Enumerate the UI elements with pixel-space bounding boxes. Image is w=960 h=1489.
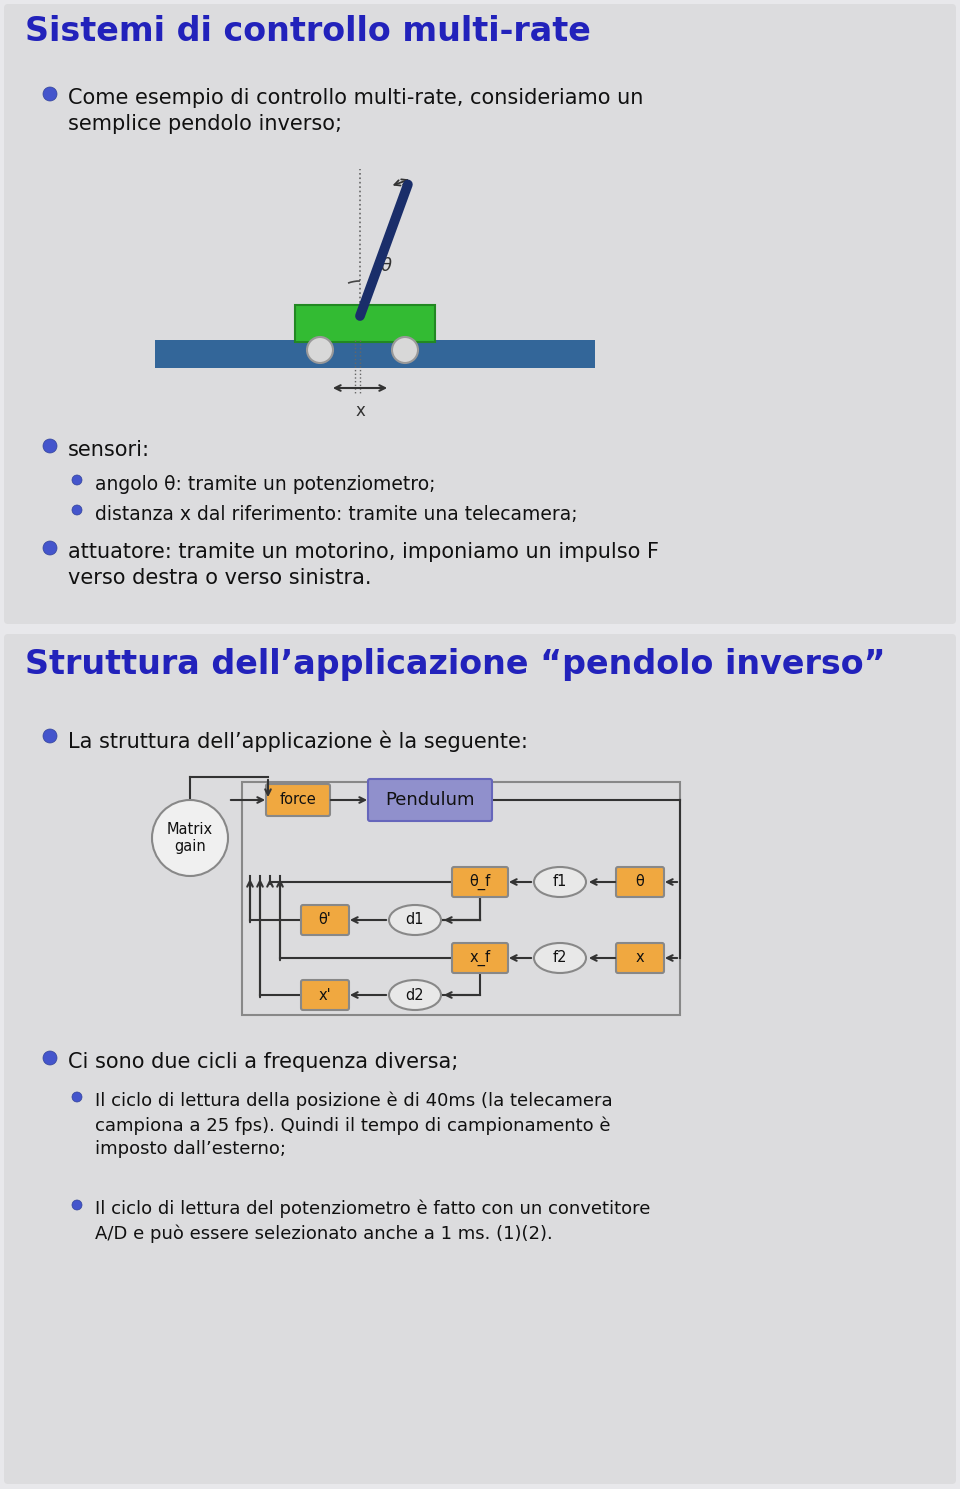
Text: attuatore: tramite un motorino, imponiamo un impulso F
verso destra o verso sini: attuatore: tramite un motorino, imponiam… bbox=[68, 542, 659, 588]
Text: Sistemi di controllo multi-rate: Sistemi di controllo multi-rate bbox=[25, 15, 590, 48]
Ellipse shape bbox=[43, 439, 57, 453]
Text: x: x bbox=[636, 950, 644, 965]
FancyBboxPatch shape bbox=[452, 943, 508, 972]
Text: θ: θ bbox=[636, 874, 644, 889]
Ellipse shape bbox=[72, 475, 82, 485]
Text: θ': θ' bbox=[319, 913, 331, 928]
Ellipse shape bbox=[72, 1200, 82, 1211]
Text: Il ciclo di lettura del potenziometro è fatto con un convetitore
A/D e può esser: Il ciclo di lettura del potenziometro è … bbox=[95, 1200, 650, 1243]
Ellipse shape bbox=[389, 980, 441, 1010]
Circle shape bbox=[307, 337, 333, 363]
Circle shape bbox=[392, 337, 418, 363]
Text: x': x' bbox=[319, 987, 331, 1002]
Text: x: x bbox=[355, 402, 365, 420]
FancyBboxPatch shape bbox=[616, 943, 664, 972]
Text: f1: f1 bbox=[553, 874, 567, 889]
Ellipse shape bbox=[43, 730, 57, 743]
Text: Come esempio di controllo multi-rate, consideriamo un
semplice pendolo inverso;: Come esempio di controllo multi-rate, co… bbox=[68, 88, 643, 134]
Text: Ci sono due cicli a frequenza diversa;: Ci sono due cicli a frequenza diversa; bbox=[68, 1053, 458, 1072]
FancyBboxPatch shape bbox=[266, 785, 330, 816]
FancyBboxPatch shape bbox=[4, 634, 956, 1485]
FancyBboxPatch shape bbox=[616, 867, 664, 896]
Ellipse shape bbox=[43, 1051, 57, 1065]
Ellipse shape bbox=[43, 86, 57, 101]
Text: Matrix
gain: Matrix gain bbox=[167, 822, 213, 855]
FancyBboxPatch shape bbox=[368, 779, 492, 820]
FancyBboxPatch shape bbox=[295, 305, 435, 342]
Text: θ_f: θ_f bbox=[469, 874, 491, 890]
Circle shape bbox=[152, 800, 228, 876]
Text: d2: d2 bbox=[406, 987, 424, 1002]
Text: force: force bbox=[279, 792, 317, 807]
Text: La struttura dell’applicazione è la seguente:: La struttura dell’applicazione è la segu… bbox=[68, 730, 528, 752]
Ellipse shape bbox=[43, 541, 57, 555]
FancyBboxPatch shape bbox=[4, 4, 956, 624]
Text: Struttura dell’applicazione “pendolo inverso”: Struttura dell’applicazione “pendolo inv… bbox=[25, 648, 886, 680]
FancyBboxPatch shape bbox=[155, 339, 595, 368]
Ellipse shape bbox=[72, 505, 82, 515]
Text: Pendulum: Pendulum bbox=[385, 791, 475, 809]
FancyBboxPatch shape bbox=[301, 905, 349, 935]
Ellipse shape bbox=[534, 867, 586, 896]
Text: Il ciclo di lettura della posizione è di 40ms (la telecamera
campiona a 25 fps).: Il ciclo di lettura della posizione è di… bbox=[95, 1091, 612, 1158]
Text: x_f: x_f bbox=[469, 950, 491, 966]
Text: d1: d1 bbox=[406, 913, 424, 928]
Text: $\theta$: $\theta$ bbox=[380, 258, 393, 275]
Ellipse shape bbox=[389, 905, 441, 935]
Text: distanza x dal riferimento: tramite una telecamera;: distanza x dal riferimento: tramite una … bbox=[95, 505, 578, 524]
FancyBboxPatch shape bbox=[452, 867, 508, 896]
Text: angolo θ: tramite un potenziometro;: angolo θ: tramite un potenziometro; bbox=[95, 475, 436, 494]
Ellipse shape bbox=[72, 1091, 82, 1102]
FancyBboxPatch shape bbox=[301, 980, 349, 1010]
Ellipse shape bbox=[534, 943, 586, 972]
Text: sensori:: sensori: bbox=[68, 441, 150, 460]
Text: f2: f2 bbox=[553, 950, 567, 965]
